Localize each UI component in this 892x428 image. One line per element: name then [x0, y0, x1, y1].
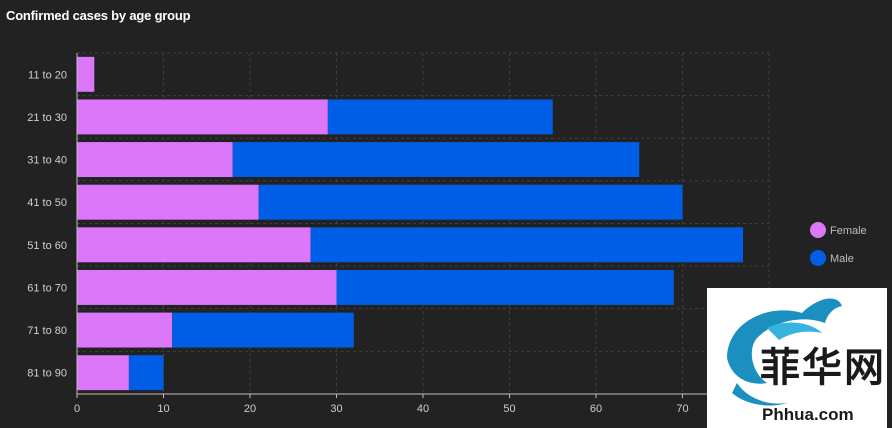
y-tick-label: 41 to 50 [27, 197, 67, 209]
bar-male-31-to-40[interactable] [232, 142, 640, 178]
x-tick-label: 10 [157, 403, 169, 415]
y-tick-label: 11 to 20 [28, 69, 67, 81]
bar-female-71-to-80[interactable] [77, 312, 173, 348]
legend-marker-female[interactable] [810, 222, 826, 238]
y-tick-label: 81 to 90 [27, 368, 67, 380]
x-tick-label: 20 [244, 403, 256, 415]
watermark-logo-text: 菲华网 [760, 345, 886, 390]
bar-female-61-to-70[interactable] [77, 269, 337, 305]
watermark-logo [707, 288, 887, 428]
y-tick-label: 71 to 80 [27, 325, 67, 337]
bar-male-21-to-30[interactable] [327, 99, 553, 135]
chart-title: Confirmed cases by age group [6, 8, 191, 23]
x-tick-label: 0 [74, 403, 80, 415]
legend-marker-male[interactable] [810, 250, 826, 266]
bar-female-41-to-50[interactable] [77, 184, 259, 220]
bar-female-31-to-40[interactable] [77, 142, 233, 178]
y-tick-label: 51 to 60 [27, 240, 67, 252]
bar-male-71-to-80[interactable] [172, 312, 354, 348]
bar-female-11-to-20[interactable] [77, 56, 95, 92]
bar-male-41-to-50[interactable] [258, 184, 683, 220]
bar-female-51-to-60[interactable] [77, 227, 311, 263]
legend-label-male[interactable]: Male [830, 253, 854, 265]
bar-female-81-to-90[interactable] [77, 355, 129, 391]
bar-male-81-to-90[interactable] [128, 355, 164, 391]
x-tick-label: 70 [676, 403, 688, 415]
x-tick-label: 30 [330, 403, 342, 415]
bars [77, 56, 744, 391]
x-tick-label: 50 [503, 403, 515, 415]
legend-label-female[interactable]: Female [830, 225, 867, 237]
bar-male-51-to-60[interactable] [310, 227, 744, 263]
x-tick-label: 40 [417, 403, 429, 415]
y-tick-label: 21 to 30 [27, 112, 67, 124]
legend: Female Male [810, 222, 867, 266]
dragon-icon [727, 298, 842, 406]
bar-female-21-to-30[interactable] [77, 99, 328, 135]
y-tick-labels: 11 to 20 21 to 30 31 to 40 41 to 50 51 to 60… [27, 69, 67, 379]
y-tick-label: 31 to 40 [27, 155, 67, 167]
x-tick-labels: 0 10 20 30 40 50 60 70 [74, 394, 689, 415]
bar-male-61-to-70[interactable] [336, 269, 674, 305]
y-tick-label: 61 to 70 [27, 282, 67, 294]
watermark-text: Phhua.com [762, 405, 854, 424]
x-tick-label: 60 [590, 403, 602, 415]
